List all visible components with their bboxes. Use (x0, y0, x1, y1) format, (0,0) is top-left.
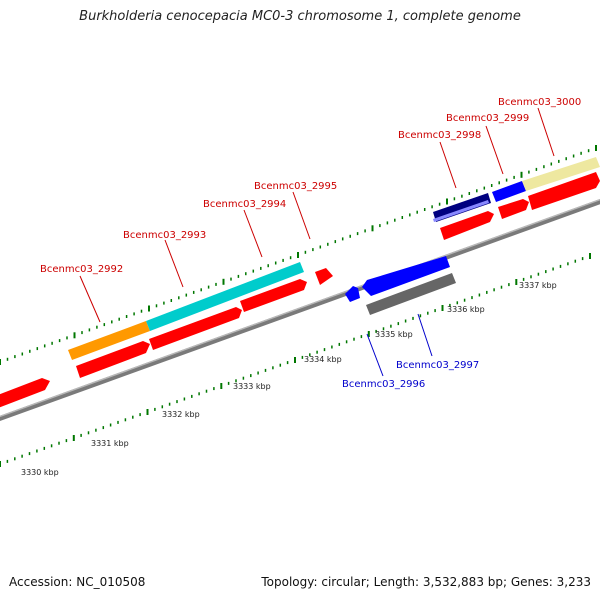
kbp-label-3337: 3337 kbp (519, 281, 557, 290)
map-title: Burkholderia cenocepacia MC0-3 chromosom… (79, 9, 521, 24)
gene-2997-cog[interactable] (366, 273, 456, 315)
gene-2999-cog[interactable] (492, 181, 526, 202)
gene-2993-arrow[interactable] (149, 307, 242, 350)
backbone (0, 198, 600, 422)
gene-3000-arrow[interactable] (528, 172, 600, 210)
genome-stats-label: Topology: circular; Length: 3,532,883 bp… (261, 575, 591, 589)
kbp-label-3332: 3332 kbp (162, 410, 200, 419)
kbp-label-3333: 3333 kbp (233, 382, 271, 391)
gene-2997-arrow[interactable] (362, 256, 450, 296)
kbp-label-3330: 3330 kbp (21, 468, 59, 477)
label-2993[interactable]: Bcenmc03_2993 (123, 230, 206, 241)
gene-2993-cog[interactable] (146, 262, 304, 331)
label-2992[interactable]: Bcenmc03_2992 (40, 264, 123, 275)
kbp-label-3331: 3331 kbp (91, 439, 129, 448)
accession-label: Accession: NC_010508 (9, 575, 146, 589)
gene-left-arrow[interactable] (0, 378, 50, 408)
label-2999[interactable]: Bcenmc03_2999 (446, 113, 529, 124)
gene-2996-arrow[interactable] (345, 286, 360, 302)
gene-3000-cog[interactable] (522, 157, 600, 191)
label-leaders (79, 107, 555, 377)
kbp-label-3334: 3334 kbp (304, 355, 342, 364)
label-2996[interactable]: Bcenmc03_2996 (342, 379, 425, 390)
outer-tick-rail (0, 145, 597, 365)
gene-2999-arrow[interactable] (498, 199, 529, 219)
label-2995[interactable]: Bcenmc03_2995 (254, 181, 337, 192)
kbp-label-3335: 3335 kbp (375, 330, 413, 339)
gene-2995-arrow[interactable] (315, 268, 333, 285)
reverse-genes (345, 200, 489, 315)
forward-genes (0, 172, 600, 408)
gene-2992-cog[interactable] (68, 321, 150, 360)
gene-2994-arrow[interactable] (240, 279, 307, 312)
label-2997[interactable]: Bcenmc03_2997 (396, 360, 479, 371)
kbp-labels: 3330 kbp 3331 kbp 3332 kbp 3333 kbp 3334… (21, 281, 557, 477)
outer-cog-track (68, 157, 600, 360)
label-3000[interactable]: Bcenmc03_3000 (498, 97, 581, 108)
gene-2992-arrow[interactable] (76, 341, 150, 378)
label-2998[interactable]: Bcenmc03_2998 (398, 130, 481, 141)
label-2994[interactable]: Bcenmc03_2994 (203, 199, 286, 210)
gene-labels: Bcenmc03_2992 Bcenmc03_2993 Bcenmc03_299… (40, 97, 581, 390)
gene-2998-arrow[interactable] (440, 211, 494, 240)
gene-2998-inner-band (433, 200, 489, 222)
inner-tick-rail (0, 253, 591, 467)
kbp-label-3336: 3336 kbp (447, 305, 485, 314)
